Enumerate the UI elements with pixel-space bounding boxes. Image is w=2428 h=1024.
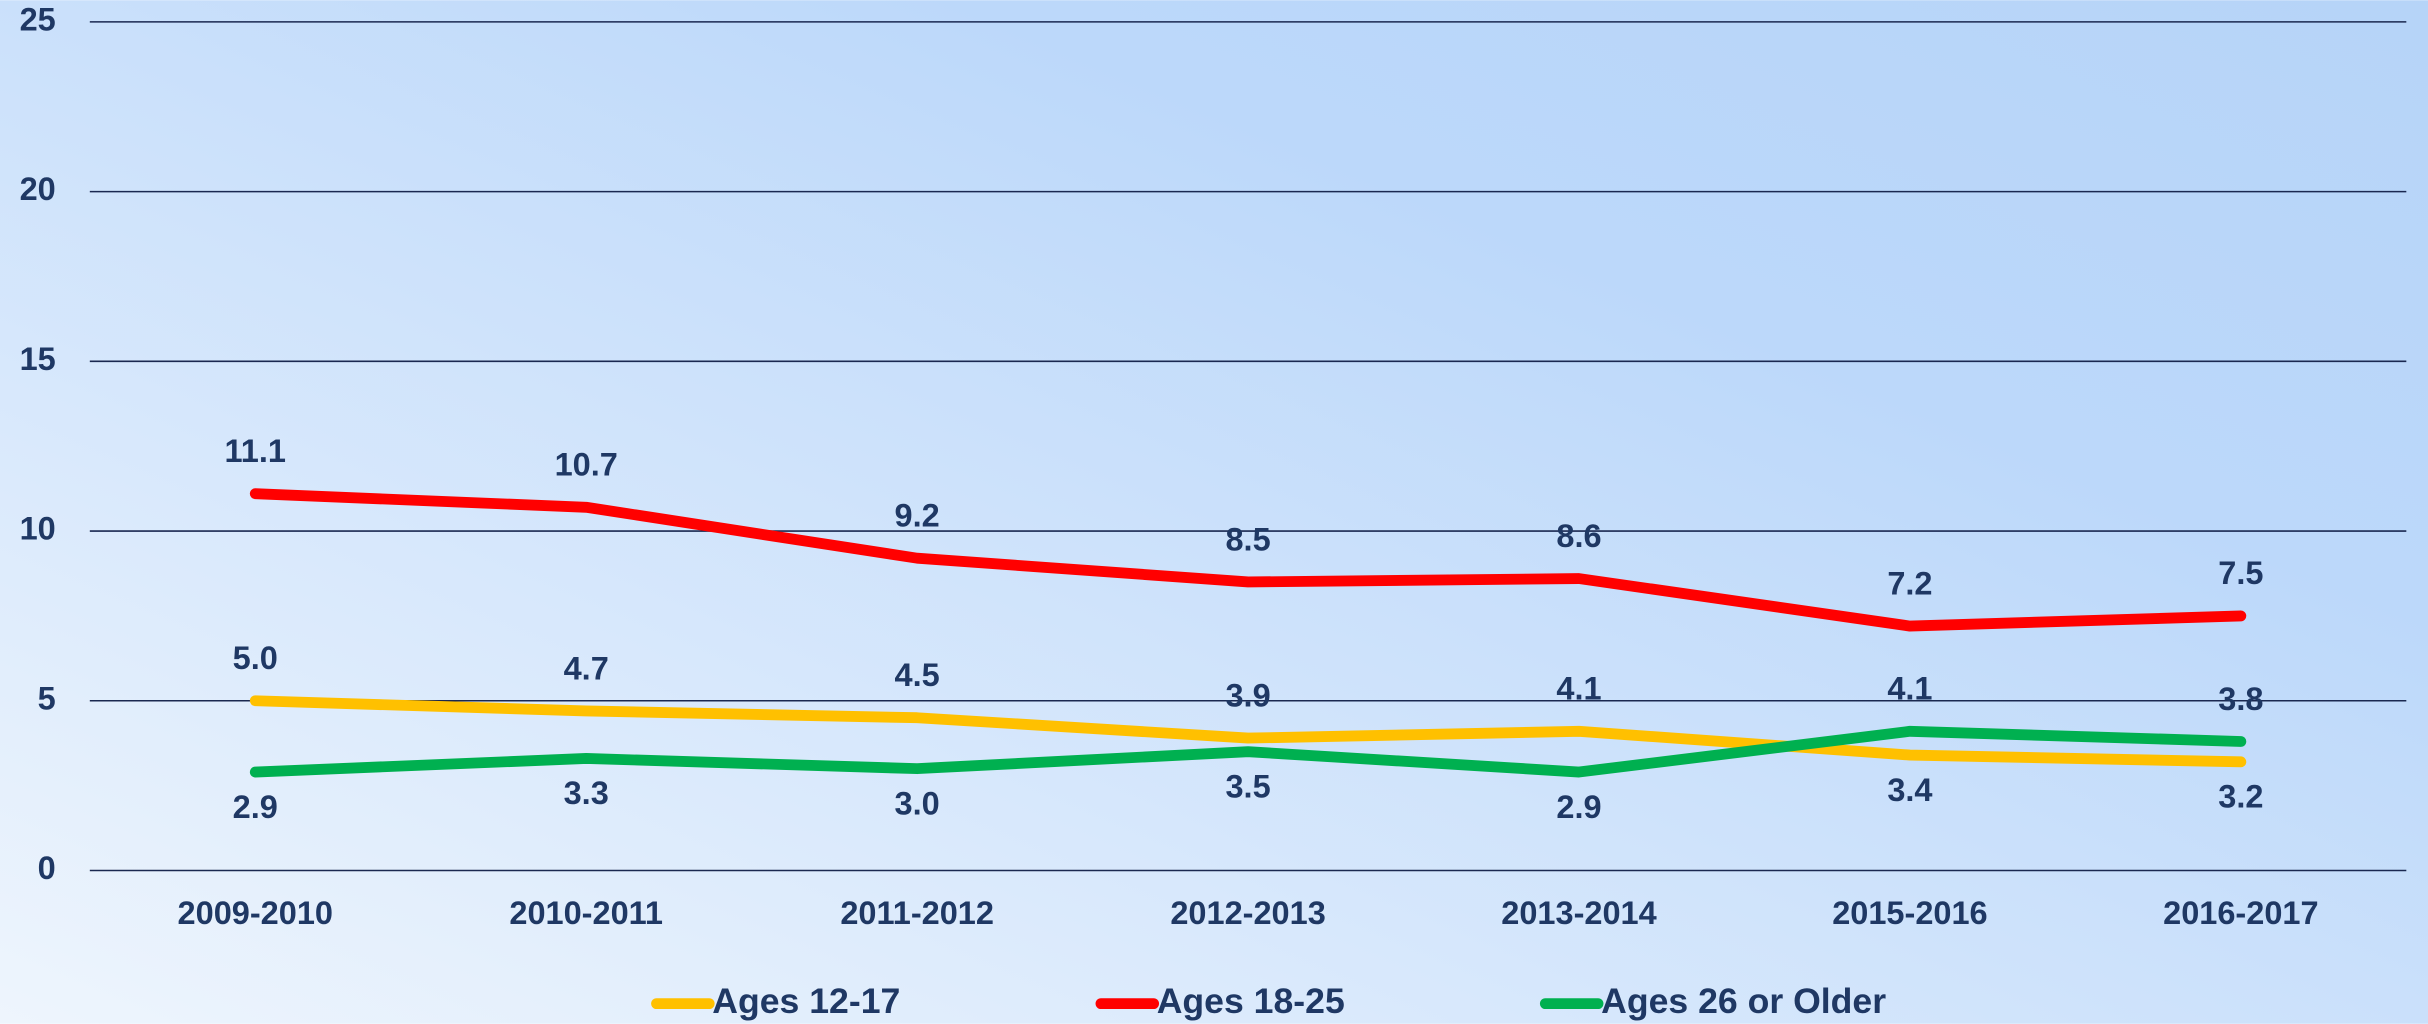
y-tick-label: 5 bbox=[38, 680, 56, 716]
y-tick-label: 20 bbox=[20, 171, 56, 207]
x-tick-label: 2011-2012 bbox=[840, 895, 994, 931]
y-tick-label: 0 bbox=[38, 850, 56, 886]
data-label: 10.7 bbox=[555, 447, 618, 483]
x-tick-label: 2016-2017 bbox=[2163, 895, 2318, 931]
data-label: 3.9 bbox=[1225, 677, 1270, 713]
data-label: 3.4 bbox=[1887, 772, 1932, 808]
data-label: 11.1 bbox=[225, 433, 286, 469]
x-tick-label: 2012-2013 bbox=[1170, 895, 1325, 931]
data-label: 3.2 bbox=[2218, 779, 2263, 815]
data-label: 9.2 bbox=[895, 498, 940, 534]
data-label: 4.7 bbox=[564, 650, 609, 686]
x-tick-label: 2015-2016 bbox=[1832, 895, 1987, 931]
legend-label: Ages 18-25 bbox=[1157, 981, 1345, 1021]
data-label: 5.0 bbox=[233, 640, 278, 676]
series-line bbox=[249, 725, 2247, 778]
x-tick-label: 2009-2010 bbox=[178, 895, 333, 931]
data-label: 4.1 bbox=[1887, 671, 1932, 707]
data-label: 3.3 bbox=[564, 775, 609, 811]
y-tick-label: 10 bbox=[20, 511, 56, 547]
legend-label: Ages 12-17 bbox=[712, 981, 900, 1021]
data-label: 8.6 bbox=[1556, 518, 1601, 554]
y-tick-label: 25 bbox=[20, 2, 56, 38]
x-tick-label: 2013-2014 bbox=[1501, 895, 1656, 931]
x-tick-label: 2010-2011 bbox=[509, 895, 663, 931]
data-label: 3.8 bbox=[2218, 681, 2263, 717]
series-line bbox=[249, 488, 2247, 632]
data-label: 7.5 bbox=[2218, 555, 2263, 591]
series-line bbox=[249, 695, 2247, 768]
y-tick-label: 15 bbox=[20, 341, 56, 377]
data-label: 4.1 bbox=[1556, 671, 1601, 707]
data-label: 4.5 bbox=[895, 657, 940, 693]
data-label: 2.9 bbox=[233, 789, 278, 825]
data-label: 8.5 bbox=[1225, 521, 1270, 557]
legend-label: Ages 26 or Older bbox=[1601, 981, 1886, 1021]
data-label: 3.5 bbox=[1225, 768, 1270, 804]
data-label: 7.2 bbox=[1887, 565, 1932, 601]
data-label: 3.0 bbox=[895, 785, 940, 821]
data-label: 2.9 bbox=[1556, 789, 1601, 825]
